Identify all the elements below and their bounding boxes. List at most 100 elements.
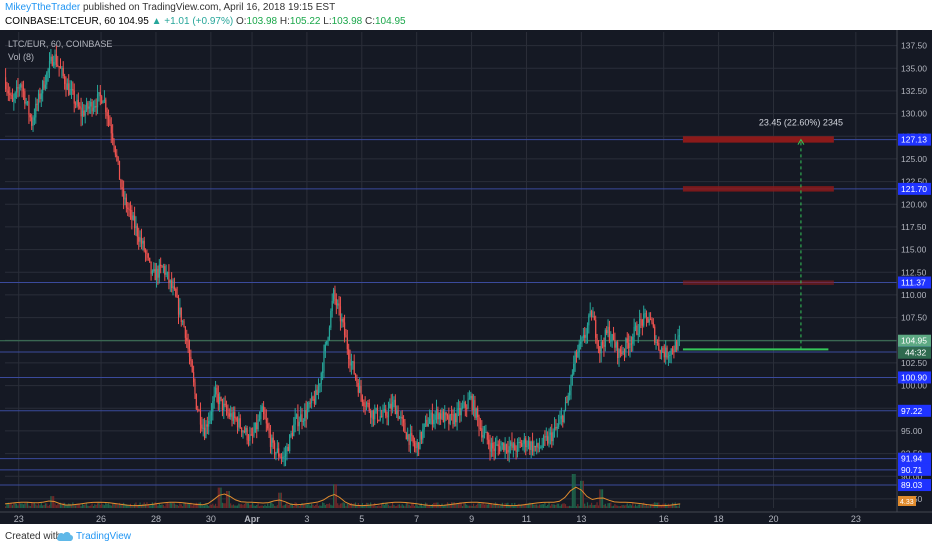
candle-body — [31, 117, 33, 126]
volume-bar — [283, 505, 285, 508]
candle-body — [221, 398, 224, 411]
volume-bar — [611, 506, 613, 508]
volume-bar — [567, 506, 569, 508]
candle-body — [579, 342, 582, 344]
time-axis[interactable]: 23 26 28 30 Apr 3 5 7 9 11 13 16 18 20 23 — [0, 511, 932, 524]
volume-bar — [412, 502, 414, 508]
volume-bar — [592, 505, 594, 508]
candle-body — [183, 321, 185, 327]
candle-body — [301, 414, 303, 422]
volume-bar — [459, 502, 461, 508]
volume-bar — [313, 506, 315, 508]
candle-body — [48, 60, 51, 70]
candle-body — [660, 347, 663, 354]
candle-body — [235, 418, 237, 420]
candle-body — [102, 101, 104, 104]
volume-bar — [352, 504, 354, 508]
volume-bar — [537, 505, 539, 508]
candle-body — [423, 423, 425, 430]
projection-tool[interactable]: 23.45 (22.60%) 2345 — [682, 118, 843, 351]
volume-bar — [101, 503, 103, 508]
level-price-label: 90.71 — [901, 465, 923, 475]
projection-arrow[interactable] — [797, 138, 805, 145]
candle-body — [577, 351, 579, 358]
candle-body — [313, 399, 315, 404]
volume-bar — [463, 503, 465, 508]
volume-bar — [18, 502, 20, 508]
candle-body — [98, 92, 100, 94]
candle-body — [489, 444, 491, 452]
candle-body — [58, 66, 60, 68]
volume-bar — [32, 502, 34, 508]
price-tick-label: 122.50 — [901, 177, 927, 187]
candle-body — [511, 442, 513, 448]
volume-bar — [319, 505, 321, 508]
candle-body — [614, 340, 616, 348]
candle-body — [383, 409, 385, 412]
tradingview-brand[interactable]: TradingView — [76, 531, 132, 542]
candle-body — [275, 452, 277, 455]
candle-body — [169, 280, 171, 283]
candle-body — [673, 351, 675, 353]
price-chart[interactable]: 23.45 (22.60%) 2345 87.5090.0092.5095.00… — [0, 30, 932, 524]
volume-bar — [601, 489, 604, 508]
candle-body — [128, 208, 130, 210]
volume-bar — [374, 502, 376, 508]
candle-body — [427, 423, 429, 427]
candle-body — [611, 334, 613, 341]
candle-body — [92, 107, 95, 112]
candle-body — [121, 187, 123, 190]
volume-bar — [276, 505, 278, 508]
close-value: 104.95 — [375, 16, 406, 27]
candle-body — [545, 436, 547, 438]
volume-bar — [241, 504, 243, 508]
volume-bar — [615, 505, 617, 508]
author-link[interactable]: MikeyTtheTrader — [5, 2, 81, 13]
volume-bar — [444, 505, 446, 508]
candle-body — [162, 266, 165, 268]
candle-body — [61, 67, 63, 69]
volume-bar — [57, 504, 59, 508]
price-tick-label: 90.00 — [901, 471, 923, 481]
price-axis[interactable]: 87.5090.0092.5095.0097.50100.00102.50105… — [896, 30, 932, 524]
volume-bar — [173, 503, 175, 508]
volume-bar — [540, 504, 542, 508]
candle-body — [604, 330, 606, 347]
volume-bar — [182, 506, 184, 508]
candle-body — [289, 435, 291, 452]
candle-body — [595, 319, 597, 338]
candle-body — [117, 156, 119, 161]
candle-body — [334, 289, 336, 299]
candle-body — [658, 343, 660, 350]
volume-bar — [282, 505, 284, 508]
candle-body — [293, 424, 295, 437]
volume-bar — [317, 505, 320, 508]
volume-bar — [383, 505, 385, 508]
volume-bar — [195, 502, 197, 508]
volume-bar — [499, 505, 501, 508]
candle-body — [415, 447, 417, 449]
candle-body — [261, 406, 263, 412]
candle-body — [663, 351, 665, 358]
low-label: L: — [323, 16, 332, 27]
candle-body — [381, 416, 383, 418]
candle-body — [544, 436, 546, 438]
candle-body — [209, 415, 211, 421]
candle-body — [644, 313, 646, 315]
candle-body — [258, 419, 261, 421]
candle-body — [508, 446, 510, 453]
volume-bar — [253, 505, 255, 508]
volume-bar — [345, 506, 347, 508]
volume-bar — [260, 505, 262, 508]
candle-body — [593, 316, 595, 320]
candle-body — [173, 286, 175, 290]
volume-bar — [390, 505, 392, 508]
volume-bar — [46, 503, 48, 508]
candle-body — [39, 93, 41, 100]
chart-area[interactable]: 23.45 (22.60%) 2345 87.5090.0092.5095.00… — [0, 30, 932, 524]
volume-bar — [64, 502, 66, 508]
candle-body — [542, 436, 545, 446]
candle-body — [677, 336, 679, 350]
volume-bar — [53, 496, 55, 508]
candle-body — [376, 408, 379, 420]
